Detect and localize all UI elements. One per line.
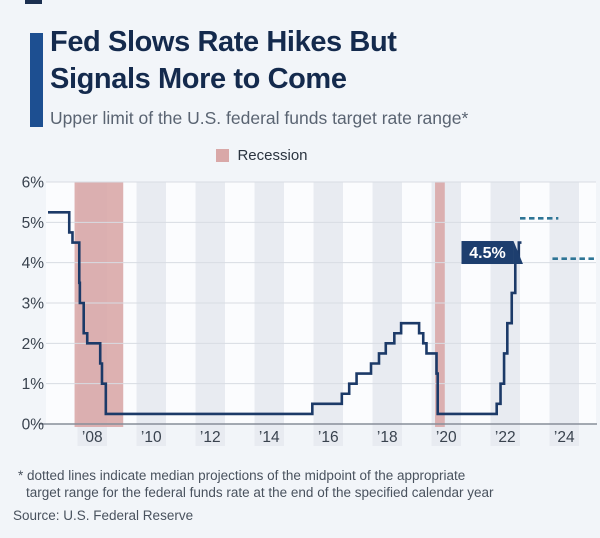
legend-recession-label: Recession <box>237 147 308 164</box>
x-tick-label-24: ’24 <box>554 429 575 446</box>
source-line: Source: U.S. Federal Reserve <box>13 508 194 523</box>
x-tick-label-14: ’14 <box>259 429 280 446</box>
year-band-10 <box>136 182 166 446</box>
year-band-14 <box>254 182 284 446</box>
x-tick-label-22: ’22 <box>495 429 516 446</box>
title-line-2: Signals More to Come <box>50 63 347 95</box>
y-tick-label-3pct: 3% <box>22 296 45 313</box>
title-accent-bar <box>30 33 43 127</box>
y-tick-label-2pct: 2% <box>22 336 45 353</box>
year-band-12 <box>195 182 225 446</box>
callout-box <box>461 241 514 265</box>
y-tick-label-1pct: 1% <box>22 376 45 393</box>
rate-step-line <box>48 210 522 416</box>
y-tick-label-4pct: 4% <box>22 255 45 272</box>
year-band-16 <box>313 182 343 446</box>
x-tick-label-16: ’16 <box>318 429 339 446</box>
footnote-line-2: target range for the federal funds rate … <box>26 485 494 500</box>
title-line-1: Fed Slows Rate Hikes But <box>50 26 397 58</box>
x-tick-label-18: ’18 <box>377 429 398 446</box>
footnote-line-1: * dotted lines indicate median projectio… <box>18 468 466 483</box>
x-tick-label-10: ’10 <box>141 429 162 446</box>
year-band-18 <box>372 182 402 446</box>
x-tick-label-08: ’08 <box>82 429 103 446</box>
recession-band <box>74 182 124 427</box>
recession-band <box>435 182 445 427</box>
y-tick-label-5pct: 5% <box>22 215 45 232</box>
x-tick-label-20: ’20 <box>436 429 457 446</box>
year-band-24 <box>549 182 579 446</box>
logo-fragment <box>25 0 42 4</box>
callout-pointer <box>513 241 523 265</box>
page-title: Fed Slows Rate Hikes But Signals More to… <box>50 24 397 98</box>
callout-value-label: 4.5% <box>469 245 505 262</box>
legend: Recession <box>0 147 524 164</box>
chart-subtitle: Upper limit of the U.S. federal funds ta… <box>50 108 469 128</box>
recession-swatch-icon <box>216 149 230 162</box>
year-band-22 <box>490 182 520 446</box>
y-tick-label-0pct: 0% <box>22 417 45 434</box>
y-tick-label-6pct: 6% <box>22 175 45 192</box>
x-tick-label-12: ’12 <box>200 429 221 446</box>
